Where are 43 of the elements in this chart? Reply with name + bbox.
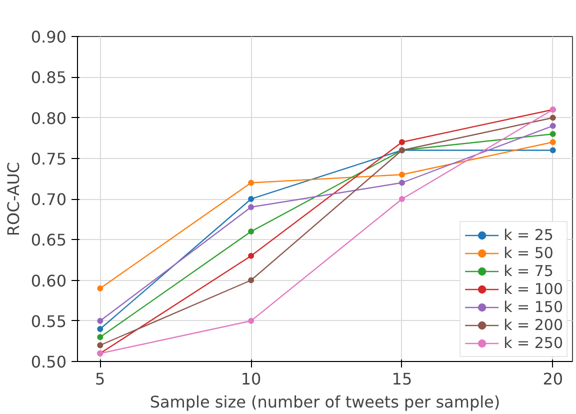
point	[97, 326, 104, 332]
legend-label: k = 50	[504, 244, 554, 262]
legend-label: k = 200	[504, 316, 563, 334]
point	[550, 122, 556, 129]
point	[550, 114, 556, 121]
point	[550, 131, 556, 137]
point	[248, 318, 254, 324]
y-tick-label: 0.90	[30, 28, 66, 46]
x-tick-label: 15	[392, 370, 412, 388]
y-tick-label: 0.80	[30, 108, 66, 128]
point	[398, 180, 405, 186]
y-tick-label: 0.50	[30, 352, 66, 372]
y-tick-label: 0.85	[30, 68, 66, 88]
point	[398, 139, 405, 146]
legend-label: k = 150	[504, 298, 563, 316]
legend-label: k = 250	[504, 334, 563, 352]
point	[550, 147, 556, 154]
point	[248, 277, 254, 284]
point	[97, 285, 104, 292]
legend-label: k = 25	[504, 226, 554, 244]
point	[97, 342, 104, 348]
legend-label: k = 75	[504, 262, 554, 280]
x-axis-title: Sample size (number of tweets per sample)	[150, 392, 500, 412]
x-tick-label: 5	[95, 370, 106, 388]
point	[398, 196, 405, 202]
y-tick-label: 0.55	[30, 312, 66, 331]
y-tick-label: 0.70	[30, 190, 66, 209]
legend-label: k = 100	[504, 280, 563, 298]
x-tick-label: 10	[240, 370, 262, 388]
y-tick-label: 0.65	[30, 230, 66, 250]
point	[248, 180, 254, 186]
point	[97, 334, 104, 340]
point	[398, 172, 405, 178]
y-tick-label: 0.75	[30, 149, 66, 168]
x-tick-label: 20	[542, 370, 564, 388]
y-axis-title: ROC-AUC	[4, 162, 23, 236]
point	[97, 318, 104, 324]
point	[248, 228, 254, 234]
point	[248, 204, 254, 210]
point	[248, 252, 254, 259]
point	[248, 196, 254, 202]
y-tick-label: 0.60	[30, 271, 66, 290]
point	[550, 139, 556, 146]
